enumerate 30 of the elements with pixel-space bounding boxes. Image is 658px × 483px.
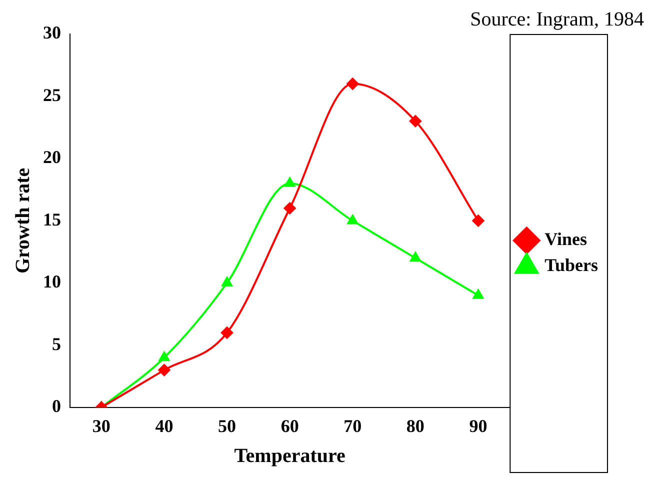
x-axis-title: Temperature <box>234 445 346 468</box>
y-tick-label: 5 <box>52 334 61 354</box>
point <box>472 214 484 227</box>
legend-label: Tubers <box>544 255 598 276</box>
x-tick-label: 30 <box>92 416 110 436</box>
x-tick-label: 80 <box>406 416 424 436</box>
point <box>158 352 170 362</box>
y-tick-label: 0 <box>52 396 61 416</box>
x-tick-label: 40 <box>155 416 174 436</box>
point <box>221 326 234 339</box>
y-tick-label: 25 <box>43 84 61 105</box>
point <box>284 202 296 214</box>
y-axis-title: Growth rate <box>12 168 34 274</box>
y-tick-label: 15 <box>43 209 61 230</box>
point <box>472 289 484 299</box>
point <box>410 252 421 262</box>
y-tick-label: 10 <box>43 272 61 292</box>
x-tick-label: 70 <box>344 416 362 436</box>
x-tick-label: 60 <box>280 416 299 436</box>
y-tick-label: 30 <box>43 22 61 43</box>
x-tick-label: 50 <box>218 416 236 436</box>
source-note: Source: Ingram, 1984 <box>470 8 644 30</box>
legend-label: Vines <box>544 229 587 250</box>
point <box>284 177 296 187</box>
y-tick-label: 20 <box>43 147 61 168</box>
x-tick-label: 90 <box>469 416 488 436</box>
point <box>347 214 358 224</box>
point <box>409 115 422 128</box>
point <box>346 78 359 90</box>
point <box>222 276 232 286</box>
